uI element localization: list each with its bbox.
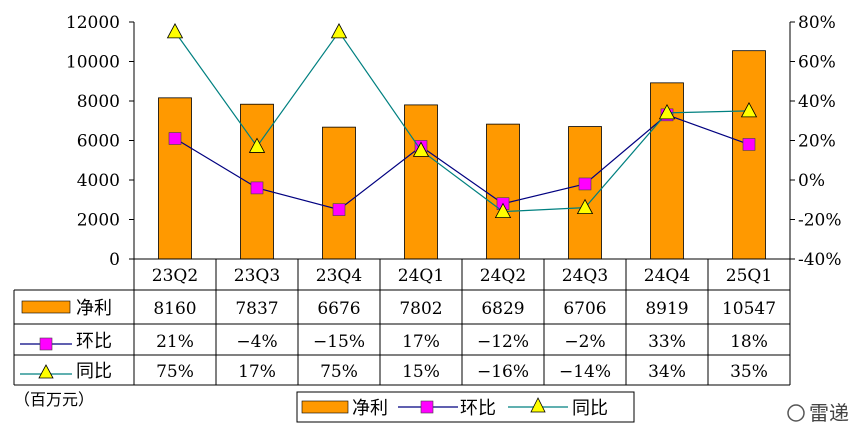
y-right-tick-label: 60% (798, 53, 836, 73)
point-同比-23Q3 (248, 137, 266, 153)
legend-box (296, 391, 635, 423)
legend-key-净利 (301, 400, 349, 414)
y-left-tick-label: 4000 (77, 171, 120, 191)
bar-25Q1 (732, 50, 766, 260)
data-table: 23Q2 23Q3 23Q4 24Q1 24Q2 24Q3 24Q4 25Q1 净利 8160 78… (13, 258, 791, 386)
table-cell: 21% (156, 332, 194, 352)
category-label: 25Q1 (726, 266, 772, 286)
table-cell: 33% (648, 332, 686, 352)
lines-layer (166, 23, 758, 219)
bar-23Q2 (158, 97, 192, 260)
table-cell: 6829 (481, 299, 524, 319)
legend-label-环比: 环比 (460, 398, 496, 419)
row-key-净利 (21, 300, 71, 314)
table-cell: 8919 (645, 299, 688, 319)
legend-key-marker-同比 (530, 397, 546, 413)
category-label: 23Q4 (316, 266, 362, 286)
table-cell: 34% (648, 362, 686, 382)
table-cell: −14% (559, 362, 611, 382)
row-label-净利: 净利 (76, 298, 112, 319)
table-cell: −16% (477, 362, 529, 382)
table-cell: −2% (564, 332, 605, 352)
watermark: 雷递 (787, 401, 849, 425)
point-同比-24Q1 (412, 141, 430, 157)
row-label-同比: 同比 (76, 361, 112, 382)
y-right-tick-label: -20% (798, 211, 842, 231)
point-同比-24Q2 (494, 202, 512, 219)
table-cell: −4% (236, 332, 277, 352)
table-cell: 15% (402, 362, 440, 382)
y-left-tick-label: 10000 (66, 53, 120, 73)
line-同比 (174, 30, 750, 213)
y-left-tick-label: 8000 (77, 92, 120, 112)
point-同比-24Q4 (658, 104, 676, 120)
table-cell: 7837 (235, 299, 278, 319)
watermark-text: 雷递 (809, 401, 849, 425)
legend-label-同比: 同比 (572, 398, 608, 419)
table-cell: 17% (402, 332, 440, 352)
y-left-tick-label: 6000 (77, 132, 120, 152)
row-key-marker-同比 (38, 364, 54, 379)
point-环比-23Q4 (332, 203, 346, 216)
table-cell: 8160 (153, 299, 196, 319)
legend-key-marker-环比 (420, 400, 434, 414)
y-right-tick-label: 0% (798, 171, 825, 191)
point-同比-23Q4 (330, 23, 348, 39)
point-环比-24Q3 (578, 177, 592, 191)
table-cell: −15% (313, 332, 365, 352)
legend: 净利 环比 同比 (296, 391, 635, 423)
bars-layer (158, 50, 766, 260)
axes-layer: 0 2000 4000 6000 8000 10000 12000 -40% -20% 0% 20%… (66, 13, 842, 270)
table-cell: 17% (238, 362, 276, 382)
bar-23Q4 (322, 126, 356, 260)
row-label-环比: 环比 (76, 331, 112, 352)
bar-24Q1 (404, 104, 438, 260)
point-环比-25Q1 (742, 138, 756, 151)
row-key-marker-环比 (39, 337, 53, 351)
y-left-tick-label: 0 (109, 250, 120, 270)
y-right-tick-label: 20% (798, 132, 836, 152)
unit-label: （百万元） (14, 390, 94, 409)
table-cell: 6706 (563, 299, 606, 319)
legend-label-净利: 净利 (352, 398, 388, 419)
category-label: 24Q1 (398, 266, 444, 286)
point-同比-23Q2 (166, 23, 184, 39)
point-环比-23Q3 (250, 181, 264, 195)
table-cell: 18% (730, 332, 768, 352)
y-right-tick-label: -40% (798, 250, 842, 270)
point-环比-23Q2 (168, 132, 182, 145)
category-label: 24Q3 (562, 266, 608, 286)
table-cell: 35% (730, 362, 768, 382)
y-right-tick-label: 40% (798, 92, 836, 112)
category-label: 24Q2 (480, 266, 526, 286)
table-cell: −12% (477, 332, 529, 352)
weibo-icon (787, 404, 805, 422)
bar-24Q2 (486, 123, 520, 260)
category-label: 24Q4 (644, 266, 690, 286)
category-label: 23Q2 (152, 266, 198, 286)
category-label: 23Q3 (234, 266, 280, 286)
y-right-tick-label: 80% (798, 13, 836, 33)
table-cell: 10547 (722, 299, 776, 319)
table-cell: 75% (156, 362, 194, 382)
table-cell: 75% (320, 362, 358, 382)
point-同比-25Q1 (740, 102, 758, 118)
line-环比 (174, 114, 750, 211)
table-cell: 6676 (317, 299, 360, 319)
y-left-tick-label: 12000 (66, 13, 120, 33)
table-cell: 7802 (399, 299, 442, 319)
y-left-tick-label: 2000 (77, 211, 120, 231)
point-同比-24Q3 (576, 198, 594, 215)
bar-24Q3 (568, 126, 602, 260)
